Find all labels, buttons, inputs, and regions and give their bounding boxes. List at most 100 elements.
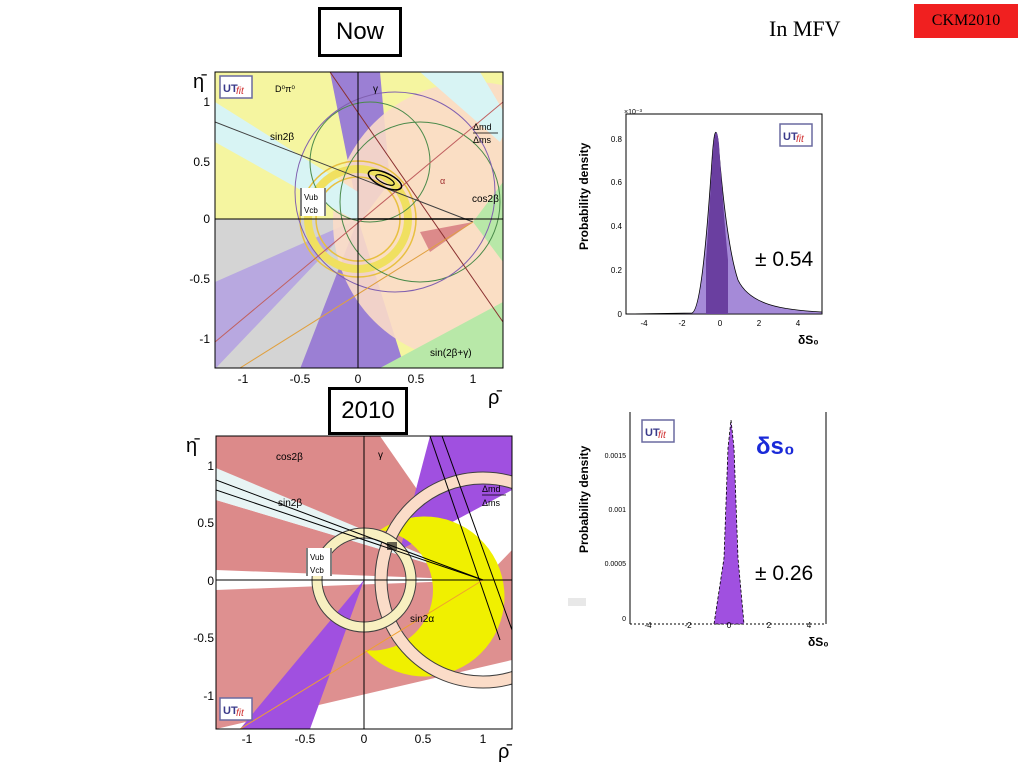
pdf-top-y-tick: 0.4 [611, 222, 623, 231]
pdf-top-error: ± 0.54 [755, 248, 814, 271]
conference-tag: CKM2010 [914, 4, 1018, 38]
ut-top-red-wedge [420, 222, 473, 252]
ut-bottom-label-gamma: γ [378, 450, 383, 461]
ut-bottom-label-vub: Vub [310, 553, 324, 562]
ut-top-label-cos2beta: cos2β [472, 194, 499, 205]
ut-top-eta-axis-label: η̄ [193, 71, 207, 93]
ut-bottom-x-tick: 0.5 [415, 732, 432, 746]
ut-plot-top: η̄ ρ̄ 1 0.5 0 -0.5 -1 -1 -0.5 0 0.5 1 UT… [189, 71, 504, 409]
ut-top-line-3 [215, 121, 474, 223]
ut-bottom-label-vcb: Vcb [310, 566, 324, 575]
ut-top-logo-fit: fit [236, 86, 245, 97]
ut-bottom-y-tick: 0.5 [197, 516, 214, 530]
ut-bottom-logo: UT fit [219, 697, 253, 721]
pdf-top-xlabel: δS₀ [798, 333, 819, 347]
ut-bottom-vub-vcb-bg [306, 548, 332, 576]
pdf-top-x-tick: -2 [678, 319, 686, 328]
ut-top-x-tick: 1 [470, 372, 477, 386]
pdf-bottom-artifact [568, 598, 586, 606]
ut-bottom-logo-ut: UT [223, 705, 238, 717]
ut-top-line-1 [215, 101, 503, 343]
ut-bottom-label-vub-vcb: Vub Vcb [306, 548, 332, 576]
ut-bottom-x-tick: 1 [480, 732, 487, 746]
pdf-top-x-tick: 4 [796, 319, 801, 328]
pdf-top-logo: UT fit [779, 123, 813, 147]
pdf-bottom-xlabel: δS₀ [808, 635, 829, 649]
ut-top-alpha-circle-1 [309, 101, 431, 223]
ut-bottom-x-tick: -1 [242, 732, 253, 746]
pdf-top-logo-fit: fit [796, 134, 805, 145]
ut-top-label-dm-den: Δms [473, 135, 492, 145]
pdf-top-x-tick: 2 [757, 319, 762, 328]
ut-top-label-dm-num: Δmd [473, 122, 492, 132]
ut-bottom-y-tick: 1 [207, 459, 214, 473]
ut-bottom-label-sin2alpha: sin2α [410, 614, 434, 625]
pdf-top-y-tick: 0 [618, 310, 623, 319]
ut-top-alpha-circle-2 [339, 121, 501, 283]
ut-top-x-tick: -0.5 [290, 372, 311, 386]
ut-top-label-alpha: α [440, 176, 445, 186]
now-label-box: Now [318, 7, 402, 57]
pdf-bottom-x-tick: -4 [644, 621, 652, 630]
ut-top-vub-vcb-bg [300, 188, 326, 216]
pdf-bottom-y-tick: 0.0015 [605, 453, 627, 460]
ut-bottom-x-tick: 0 [361, 732, 368, 746]
ut-bottom-line-4 [441, 436, 512, 631]
pdf-top-x-tick: -4 [640, 319, 648, 328]
ut-top-y-tick: 1 [203, 95, 210, 109]
ut-bottom-label-dm-den: Δms [482, 498, 501, 508]
ut-top-label-vcb: Vcb [304, 206, 318, 215]
ut-top-label-vub-vcb: Vub Vcb [300, 188, 326, 216]
ut-bottom-border [215, 435, 513, 730]
ut-top-y-tick: -0.5 [189, 272, 210, 286]
pdf-bottom-title: δs₀ [756, 433, 795, 460]
pdf-top-y-tick: 0.8 [611, 135, 623, 144]
pdf-bottom-logo: UT fit [641, 419, 675, 443]
pdf-top-logo-ut: UT [783, 131, 798, 143]
pdf-bottom-error: ± 0.26 [755, 562, 814, 585]
ut-top-dm-disk [333, 82, 503, 362]
pdf-bottom-logo-box [641, 419, 675, 443]
ut-bottom-line-1 [216, 479, 484, 581]
ut-top-y-tick: -1 [199, 332, 210, 346]
pdf-top-logo-box [779, 123, 813, 147]
conference-tag-text: CKM2010 [931, 12, 1001, 29]
ut-top-border [214, 71, 504, 369]
ut-bottom-line-2 [216, 489, 484, 581]
year-label-box: 2010 [328, 387, 408, 435]
pdf-top-x-tick: 0 [718, 319, 723, 328]
ut-bottom-sin2b-band [216, 468, 483, 580]
ut-bottom-logo-fit: fit [236, 708, 245, 719]
pdf-plot-bottom: Probability density 0.0015 0.001 0.0005 … [568, 412, 829, 649]
ut-top-y-tick: 0 [203, 212, 210, 226]
mfv-label: In MFV [769, 16, 841, 41]
ut-top-cos2b-band [473, 182, 503, 262]
pdf-bottom-logo-fit: fit [658, 430, 667, 441]
pdf-plot-top: Probability density ×10⁻³ 0.8 0.6 0.4 0.… [577, 109, 823, 347]
ut-top-label-d0pi0: D⁰π⁰ [275, 84, 295, 94]
ut-bottom-label-sin2beta: sin2β [278, 498, 302, 509]
ut-top-logo: UT fit [219, 75, 253, 99]
ut-top-circle-3 [294, 91, 496, 293]
ut-bottom-best-fit [387, 542, 397, 550]
ut-top-rho-axis-label: ρ̄ [488, 387, 502, 409]
ut-bottom-label-dm-num: Δmd [482, 484, 501, 494]
ut-top-line-4 [239, 221, 474, 368]
ut-top-x-tick: 0 [355, 372, 362, 386]
ut-bottom-eta-axis-label: η̄ [186, 435, 200, 457]
ut-plot-bottom: η̄ ρ̄ 1 0.5 0 -0.5 -1 -1 -0.5 0 0.5 1 UT… [186, 435, 513, 763]
ut-top-label-vub: Vub [304, 193, 318, 202]
ut-top-logo-ut: UT [223, 83, 238, 95]
pdf-bottom-ylabel: Probability density [577, 445, 591, 553]
ut-top-cyan-band [420, 72, 503, 142]
ut-top-green-band [380, 302, 503, 368]
year-label: 2010 [341, 397, 395, 424]
pdf-top-ylabel: Probability density [577, 142, 591, 250]
ut-bottom-x-tick: -0.5 [295, 732, 316, 746]
ut-top-best-fit-ellipse [367, 169, 403, 191]
ut-bottom-y-tick: -0.5 [193, 631, 214, 645]
ut-top-best-fit-ellipse-inner [375, 174, 395, 186]
ut-top-y-tick: 0.5 [193, 155, 210, 169]
pdf-bottom-y-tick: 0 [622, 616, 626, 623]
ut-bottom-line-5 [239, 579, 484, 729]
